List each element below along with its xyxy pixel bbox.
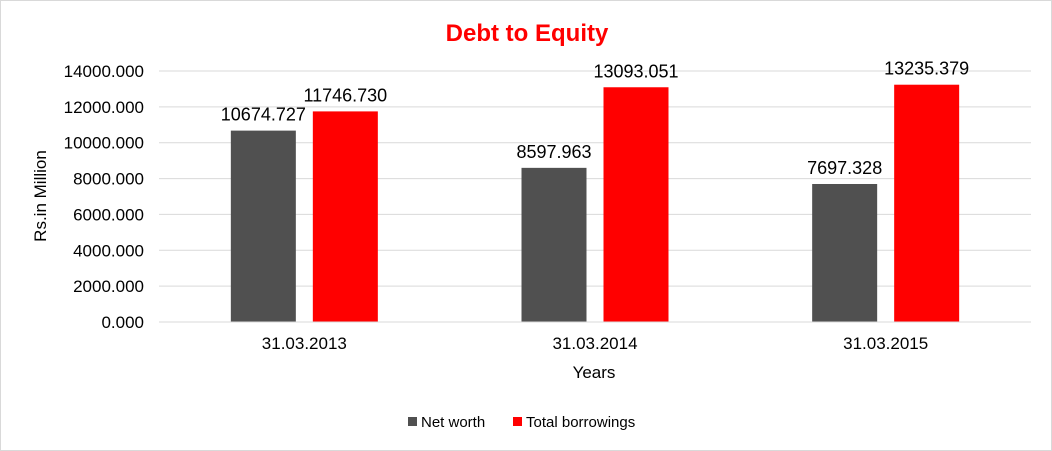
legend-label: Total borrowings xyxy=(526,414,635,431)
y-tick-label: 2000.000 xyxy=(73,277,144,296)
bar-net-worth xyxy=(230,130,296,322)
y-tick-label: 8000.000 xyxy=(73,170,144,189)
data-label: 13093.051 xyxy=(593,61,678,81)
legend: Net worth Total borrowings xyxy=(408,414,635,431)
x-tick-label: 31.03.2014 xyxy=(552,334,637,353)
y-tick-label: 4000.000 xyxy=(73,241,144,260)
bar-total-borrowings xyxy=(894,84,960,323)
bar-total-borrowings xyxy=(603,87,669,322)
chart-title: Debt to Equity xyxy=(446,20,609,47)
legend-label: Net worth xyxy=(421,414,485,431)
y-tick-label: 14000.000 xyxy=(64,62,144,81)
data-label: 7697.328 xyxy=(807,158,882,178)
y-tick-label: 6000.000 xyxy=(73,205,144,224)
x-tick-label: 31.03.2015 xyxy=(843,334,928,353)
data-label: 10674.727 xyxy=(221,105,306,125)
legend-swatch xyxy=(513,417,522,426)
y-axis-ticks: 0.000 2000.000 4000.000 6000.000 8000.000 100… xyxy=(64,62,144,332)
x-axis-title: Years xyxy=(573,363,616,382)
gridlines xyxy=(159,70,1031,287)
bar-net-worth xyxy=(521,167,587,322)
data-label: 13235.379 xyxy=(884,59,969,79)
y-axis-title: Rs.in Million xyxy=(31,150,50,242)
x-tick-label: 31.03.2013 xyxy=(262,334,347,353)
data-label: 8597.963 xyxy=(516,142,591,162)
data-label: 11746.730 xyxy=(303,85,387,105)
y-tick-label: 12000.000 xyxy=(64,98,144,117)
bars xyxy=(230,84,960,323)
legend-swatch xyxy=(408,417,417,426)
x-axis-ticks: 31.03.2013 31.03.2014 31.03.2015 xyxy=(262,334,928,353)
y-tick-label: 10000.000 xyxy=(64,134,144,153)
bar-net-worth xyxy=(812,183,878,322)
y-tick-label: 0.000 xyxy=(101,313,144,332)
bar-total-borrowings xyxy=(312,111,378,322)
